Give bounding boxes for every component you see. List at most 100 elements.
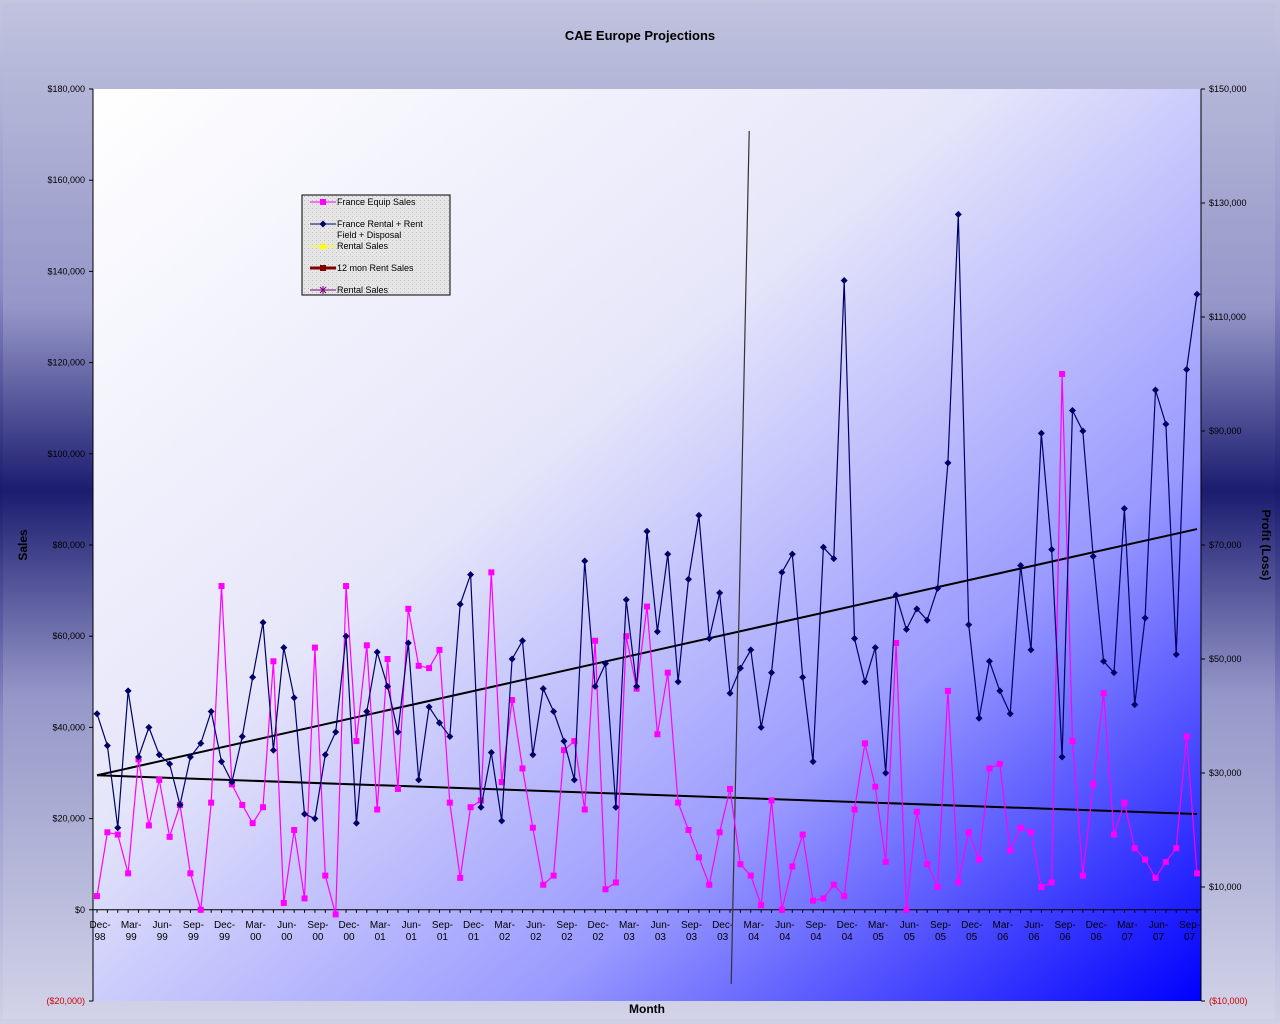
data-point (705, 634, 713, 642)
x-tick-label: Mar- (868, 920, 889, 931)
data-point (1110, 831, 1117, 838)
data-point (581, 806, 588, 813)
data-point (913, 605, 921, 613)
x-tick-label-year: 02 (499, 932, 511, 943)
data-point (903, 906, 910, 913)
x-tick-label: Jun- (526, 920, 545, 931)
trendline-1 (96, 528, 1198, 777)
data-point (788, 550, 796, 558)
data-point (747, 872, 754, 879)
data-point (1120, 505, 1128, 513)
data-point (135, 753, 143, 761)
data-point (716, 829, 723, 836)
data-point (457, 874, 464, 881)
chart-title: CAE Europe Projections (565, 28, 715, 43)
data-point (342, 632, 350, 640)
x-tick-label: Jun- (1024, 920, 1043, 931)
data-point (976, 856, 983, 863)
data-point (467, 804, 474, 811)
x-tick-label: Mar- (743, 920, 764, 931)
y-tick-label: $80,000 (52, 540, 85, 550)
data-point (1090, 781, 1097, 788)
data-point (467, 571, 475, 579)
data-point (1068, 406, 1076, 414)
data-point (249, 673, 257, 681)
data-point (425, 703, 433, 711)
data-point (560, 747, 567, 754)
data-point (145, 723, 153, 731)
data-point (840, 277, 848, 285)
data-point (934, 884, 941, 890)
data-point (623, 633, 630, 640)
x-tick-label: Sep- (556, 920, 577, 931)
legend-box (301, 194, 451, 296)
data-point (508, 655, 516, 663)
data-point (923, 616, 931, 624)
data-point (851, 806, 858, 813)
data-point (747, 646, 755, 654)
data-point (290, 694, 298, 702)
data-point (352, 819, 360, 827)
data-point (737, 861, 744, 868)
data-point (602, 886, 609, 893)
y-tick-label: $20,000 (52, 814, 85, 824)
data-point (1183, 365, 1191, 373)
y-axis-right: $150,000 $130,000 $110,000 $90,000 $70,000 $5… (1200, 84, 1248, 1006)
data-point (581, 557, 589, 565)
data-point (1027, 646, 1035, 654)
data-point (1089, 552, 1097, 560)
x-tick-label: Dec- (214, 920, 235, 931)
vertical-marker (730, 130, 750, 985)
data-point (706, 881, 713, 888)
x-tick-label: Mar- (245, 920, 266, 931)
data-point (332, 728, 340, 736)
data-point (851, 634, 859, 642)
data-point (415, 662, 422, 669)
x-tick-label: Sep- (1055, 920, 1076, 931)
x-tick-label-year: 00 (250, 932, 262, 943)
data-point (394, 728, 402, 736)
x-tick-label-year: 06 (1028, 932, 1040, 943)
data-point (353, 738, 360, 745)
data-point (332, 911, 339, 918)
data-point (1059, 371, 1066, 377)
data-point (954, 210, 962, 218)
x-tick-label: Sep- (1179, 920, 1200, 931)
data-point (145, 822, 152, 829)
y-tick-label: $0 (75, 905, 85, 915)
data-point (363, 642, 370, 649)
data-point (893, 640, 900, 647)
data-point (1038, 884, 1045, 890)
legend-label: Rental Sales (337, 285, 389, 295)
y2-tick-label: $30,000 (1209, 768, 1242, 778)
data-point (301, 895, 308, 902)
data-point (601, 660, 609, 668)
data-point (965, 829, 972, 836)
series-group (93, 210, 1201, 918)
x-tick-label: Mar- (494, 920, 515, 931)
data-point (166, 760, 174, 768)
x-tick-label-year: 01 (406, 932, 418, 943)
x-tick-label: Jun- (775, 920, 794, 931)
x-tick-label-year: 99 (188, 932, 200, 943)
x-tick-label-year: 02 (593, 932, 605, 943)
data-point (716, 589, 724, 597)
data-point (871, 644, 879, 652)
x-axis: Dec-98Mar-99Jun-99Sep-99Dec-99Mar-00Jun-… (89, 909, 1200, 943)
y2-tick-label: $130,000 (1209, 198, 1247, 208)
data-point (1017, 562, 1025, 570)
data-point (986, 765, 993, 772)
y2-tick-label: $10,000 (1209, 882, 1242, 892)
data-point (311, 644, 318, 651)
data-point (643, 527, 651, 535)
data-point (1100, 657, 1108, 665)
data-point (197, 906, 204, 913)
x-tick-label-year: 05 (966, 932, 978, 943)
x-axis-title: Month (629, 1002, 665, 1016)
legend-marker (320, 265, 326, 271)
data-point (674, 678, 682, 686)
data-point (176, 801, 184, 809)
data-point (810, 897, 817, 904)
data-point (374, 806, 381, 813)
series-2 (93, 210, 1201, 832)
